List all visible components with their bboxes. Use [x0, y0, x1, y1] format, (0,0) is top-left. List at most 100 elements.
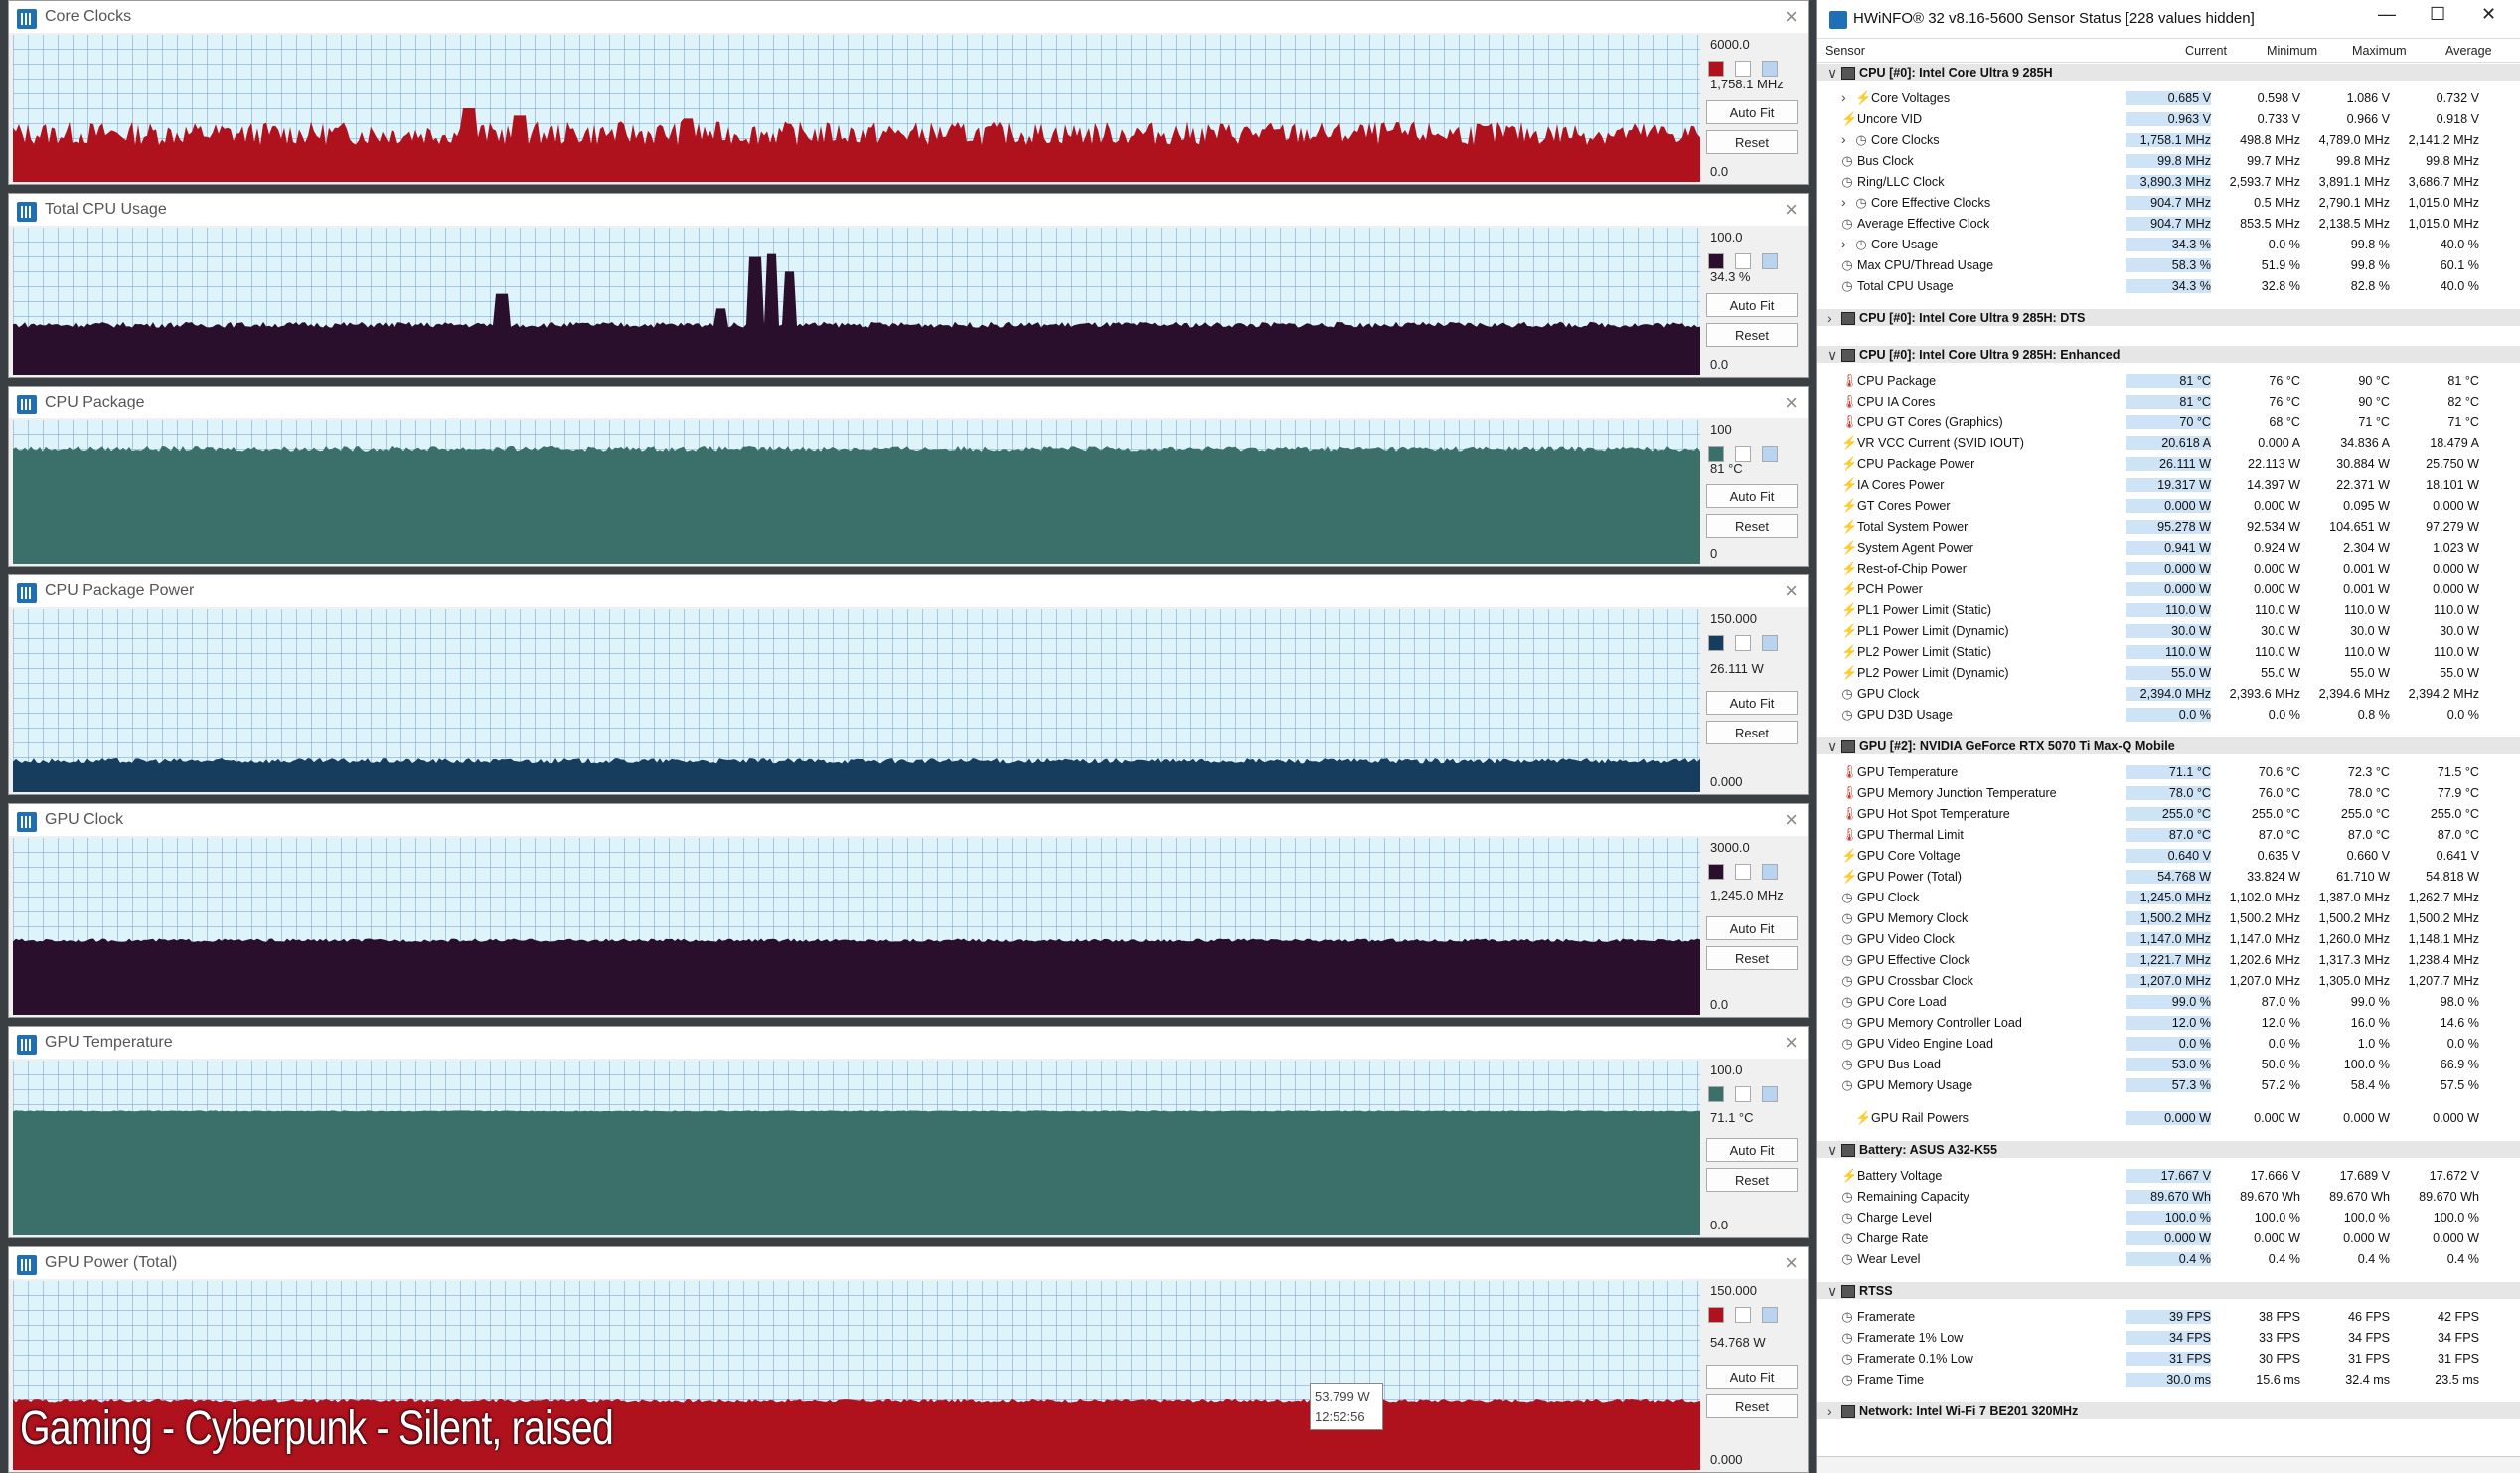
chevron-right-icon[interactable]: ›	[1827, 1403, 1832, 1419]
graph-window[interactable]: Total CPU Usage × 100.0 34.3 % Auto Fit …	[8, 193, 1809, 378]
auto-fit-button[interactable]: Auto Fit	[1706, 916, 1798, 940]
sensor-row[interactable]: ◷ GPU Video Engine Load 0.0 % 0.0 % 1.0 …	[1817, 1034, 2520, 1055]
sensor-group-header[interactable]: ∨ CPU [#0]: Intel Core Ultra 9 285H	[1817, 64, 2520, 81]
auto-fit-button[interactable]: Auto Fit	[1706, 691, 1798, 715]
sensor-row[interactable]: 🌡 GPU Temperature 71.1 °C 70.6 °C 72.3 °…	[1817, 762, 2520, 783]
maximize-icon[interactable]: ☐	[2430, 4, 2446, 24]
graph-titlebar[interactable]: GPU Power (Total) ×	[9, 1247, 1808, 1279]
graph-window[interactable]: GPU Power (Total) × 150.000 54.768 W Aut…	[8, 1246, 1809, 1473]
sensor-row[interactable]: ⚡ PCH Power 0.000 W 0.000 W 0.001 W 0.00…	[1817, 579, 2520, 600]
sensor-row[interactable]: ◷ GPU Memory Controller Load 12.0 % 12.0…	[1817, 1013, 2520, 1034]
graph-color-swatch[interactable]	[1735, 864, 1751, 880]
graph-color-swatch[interactable]	[1708, 253, 1724, 269]
auto-fit-button[interactable]: Auto Fit	[1706, 293, 1798, 317]
graph-color-swatch[interactable]	[1735, 1086, 1751, 1102]
sensor-row[interactable]: ⚡ GT Cores Power 0.000 W 0.000 W 0.095 W…	[1817, 496, 2520, 517]
sensor-row[interactable]: 🌡 GPU Hot Spot Temperature 255.0 °C 255.…	[1817, 804, 2520, 825]
sensor-row[interactable]: › ◷ Core Effective Clocks 904.7 MHz 0.5 …	[1817, 193, 2520, 214]
column-header-minimum[interactable]: Minimum	[2267, 44, 2318, 58]
sensor-row[interactable]: ⚡ Rest-of-Chip Power 0.000 W 0.000 W 0.0…	[1817, 559, 2520, 579]
graph-window[interactable]: CPU Package × 100 81 °C Auto Fit Reset 0	[8, 386, 1809, 567]
graph-color-swatch[interactable]	[1708, 635, 1724, 651]
sensor-row[interactable]: ◷ Framerate 39 FPS 38 FPS 46 FPS 42 FPS	[1817, 1307, 2520, 1328]
sensor-row[interactable]: ⚡ PL2 Power Limit (Dynamic) 55.0 W 55.0 …	[1817, 663, 2520, 684]
graph-titlebar[interactable]: Core Clocks ×	[9, 1, 1808, 33]
close-icon[interactable]: ×	[1785, 807, 1798, 832]
close-icon[interactable]: ×	[1785, 578, 1798, 603]
sensor-row[interactable]: › ⚡ Core Voltages 0.685 V 0.598 V 1.086 …	[1817, 88, 2520, 109]
reset-button[interactable]: Reset	[1706, 946, 1798, 970]
chevron-right-icon[interactable]: ›	[1827, 310, 1832, 326]
sensor-row[interactable]: ⚡ IA Cores Power 19.317 W 14.397 W 22.37…	[1817, 475, 2520, 496]
sensor-group-header[interactable]: ∨ Battery: ASUS A32-K55	[1817, 1141, 2520, 1158]
chevron-down-icon[interactable]: ∨	[1827, 1283, 1838, 1299]
auto-fit-button[interactable]: Auto Fit	[1706, 100, 1798, 124]
sensor-group-header[interactable]: › Network: Intel Wi-Fi 7 BE201 320MHz	[1817, 1402, 2520, 1419]
sensor-row[interactable]: › ◷ Core Usage 34.3 % 0.0 % 99.8 % 40.0 …	[1817, 235, 2520, 255]
auto-fit-button[interactable]: Auto Fit	[1706, 484, 1798, 508]
graph-color-swatch[interactable]	[1762, 61, 1778, 77]
chevron-right-icon[interactable]: ›	[1841, 236, 1846, 251]
chevron-down-icon[interactable]: ∨	[1827, 1142, 1838, 1158]
graph-color-swatch[interactable]	[1735, 635, 1751, 651]
minimize-icon[interactable]: —	[2378, 4, 2396, 24]
graph-color-swatch[interactable]	[1708, 1307, 1724, 1323]
close-icon[interactable]: ×	[1785, 1250, 1798, 1275]
sensor-row[interactable]: ◷ Framerate 0.1% Low 31 FPS 30 FPS 31 FP…	[1817, 1349, 2520, 1370]
reset-button[interactable]: Reset	[1706, 514, 1798, 538]
graph-color-swatch[interactable]	[1762, 253, 1778, 269]
sensor-row[interactable]: ⚡ VR VCC Current (SVID IOUT) 20.618 A 0.…	[1817, 433, 2520, 454]
sensor-row[interactable]: ⚡ Total System Power 95.278 W 92.534 W 1…	[1817, 517, 2520, 538]
sensor-row[interactable]: ◷ Charge Rate 0.000 W 0.000 W 0.000 W 0.…	[1817, 1228, 2520, 1249]
sensor-group-header[interactable]: ∨ RTSS	[1817, 1282, 2520, 1299]
sensor-row[interactable]: 🌡 CPU GT Cores (Graphics) 70 °C 68 °C 71…	[1817, 412, 2520, 433]
graph-color-swatch[interactable]	[1735, 446, 1751, 462]
graph-color-swatch[interactable]	[1735, 1307, 1751, 1323]
sensor-row[interactable]: ⚡ GPU Power (Total) 54.768 W 33.824 W 61…	[1817, 867, 2520, 888]
graph-color-swatch[interactable]	[1762, 1307, 1778, 1323]
column-header-average[interactable]: Average	[2445, 44, 2492, 58]
sensor-row[interactable]: ◷ GPU Memory Clock 1,500.2 MHz 1,500.2 M…	[1817, 908, 2520, 929]
sensor-row[interactable]: 🌡 CPU Package 81 °C 76 °C 90 °C 81 °C	[1817, 371, 2520, 392]
sensor-row[interactable]: ◷ Charge Level 100.0 % 100.0 % 100.0 % 1…	[1817, 1208, 2520, 1228]
auto-fit-button[interactable]: Auto Fit	[1706, 1365, 1798, 1389]
graph-titlebar[interactable]: CPU Package Power ×	[9, 575, 1808, 607]
sensor-row[interactable]: 🌡 GPU Thermal Limit 87.0 °C 87.0 °C 87.0…	[1817, 825, 2520, 846]
graph-titlebar[interactable]: GPU Temperature ×	[9, 1027, 1808, 1059]
sensor-row[interactable]: ◷ Bus Clock 99.8 MHz 99.7 MHz 99.8 MHz 9…	[1817, 151, 2520, 172]
sensor-row[interactable]: ◷ GPU Memory Usage 57.3 % 57.2 % 58.4 % …	[1817, 1075, 2520, 1096]
sensor-row[interactable]: ◷ Frame Time 30.0 ms 15.6 ms 32.4 ms 23.…	[1817, 1370, 2520, 1391]
sensor-row[interactable]: ◷ GPU Video Clock 1,147.0 MHz 1,147.0 MH…	[1817, 929, 2520, 950]
sensor-row[interactable]: › ◷ Core Clocks 1,758.1 MHz 498.8 MHz 4,…	[1817, 130, 2520, 151]
sensor-row[interactable]: ◷ GPU Clock 2,394.0 MHz 2,393.6 MHz 2,39…	[1817, 684, 2520, 705]
graph-color-swatch[interactable]	[1708, 864, 1724, 880]
chevron-down-icon[interactable]: ∨	[1827, 65, 1838, 81]
reset-button[interactable]: Reset	[1706, 1394, 1798, 1418]
sensor-row[interactable]: ◷ Average Effective Clock 904.7 MHz 853.…	[1817, 214, 2520, 235]
sensor-row[interactable]: ◷ GPU Bus Load 53.0 % 50.0 % 100.0 % 66.…	[1817, 1055, 2520, 1075]
sensor-row[interactable]: ⚡ PL1 Power Limit (Static) 110.0 W 110.0…	[1817, 600, 2520, 621]
graph-titlebar[interactable]: CPU Package ×	[9, 387, 1808, 418]
graph-color-swatch[interactable]	[1762, 446, 1778, 462]
graph-window[interactable]: Core Clocks × 6000.0 1,758.1 MHz Auto Fi…	[8, 0, 1809, 185]
reset-button[interactable]: Reset	[1706, 130, 1798, 154]
close-icon[interactable]: ×	[1785, 1030, 1798, 1055]
sensor-row[interactable]: ⚡ PL1 Power Limit (Dynamic) 30.0 W 30.0 …	[1817, 621, 2520, 642]
sensor-row[interactable]: ◷ Remaining Capacity 89.670 Wh 89.670 Wh…	[1817, 1187, 2520, 1208]
column-header-sensor[interactable]: Sensor	[1825, 44, 1865, 58]
graph-color-swatch[interactable]	[1708, 61, 1724, 77]
sensor-row[interactable]: ◷ Wear Level 0.4 % 0.4 % 0.4 % 0.4 %	[1817, 1249, 2520, 1270]
reset-button[interactable]: Reset	[1706, 1168, 1798, 1192]
chevron-right-icon[interactable]: ›	[1841, 89, 1846, 105]
graph-window[interactable]: GPU Temperature × 100.0 71.1 °C Auto Fit…	[8, 1026, 1809, 1238]
sensor-row[interactable]: ⚡ GPU Core Voltage 0.640 V 0.635 V 0.660…	[1817, 846, 2520, 867]
graph-color-swatch[interactable]	[1708, 446, 1724, 462]
sensor-group-header[interactable]: › CPU [#0]: Intel Core Ultra 9 285H: DTS	[1817, 309, 2520, 326]
sensor-row[interactable]: ◷ GPU Clock 1,245.0 MHz 1,102.0 MHz 1,38…	[1817, 888, 2520, 908]
sensor-row[interactable]: ◷ GPU Crossbar Clock 1,207.0 MHz 1,207.0…	[1817, 971, 2520, 992]
sensor-row[interactable]: ◷ GPU D3D Usage 0.0 % 0.0 % 0.8 % 0.0 %	[1817, 705, 2520, 726]
graph-color-swatch[interactable]	[1735, 253, 1751, 269]
close-icon[interactable]: ×	[1785, 197, 1798, 222]
graph-titlebar[interactable]: GPU Clock ×	[9, 804, 1808, 836]
sensor-row[interactable]: ⚡ Uncore VID 0.963 V 0.733 V 0.966 V 0.9…	[1817, 109, 2520, 130]
